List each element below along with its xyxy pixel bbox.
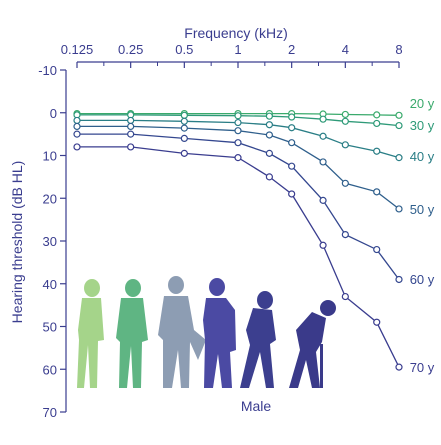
data-point [341, 110, 349, 119]
data-point [395, 121, 403, 130]
data-point [288, 162, 296, 170]
series-line [77, 125, 400, 210]
data-point [127, 130, 135, 138]
data-point [319, 241, 327, 249]
data-point [234, 154, 242, 162]
silhouette-aged-with-cane-icon [289, 300, 336, 388]
data-point [341, 179, 349, 187]
series-layer: 20 y 30 y 40 y 50 y 60 y 70 y [73, 96, 435, 375]
data-point [341, 292, 349, 301]
data-point [341, 230, 349, 239]
y-tick-label: 10 [43, 149, 57, 164]
data-point [319, 132, 327, 140]
data-point [180, 111, 188, 119]
data-point [319, 115, 327, 123]
data-point [265, 131, 273, 139]
y-tick-label: 30 [43, 234, 57, 249]
data-point [127, 143, 135, 151]
x-tick-label: 0.5 [175, 42, 193, 57]
silhouette-adult-icon [116, 279, 148, 388]
data-point [234, 112, 242, 120]
series-label: 20 y [410, 96, 435, 111]
silhouette-middle-age-icon [158, 276, 206, 388]
series-label: 60 y [410, 272, 435, 287]
data-point [180, 124, 188, 132]
series-label: 70 y [410, 360, 435, 375]
y-tick-label: 50 [43, 320, 57, 335]
series-70-y: 70 y [73, 143, 435, 375]
data-point [73, 130, 81, 138]
aging-silhouettes [77, 276, 336, 388]
data-point [288, 113, 296, 121]
data-point [341, 117, 349, 125]
data-point [395, 275, 403, 284]
data-point [265, 173, 273, 181]
x-tick-label: 8 [395, 42, 402, 57]
y-tick-label: 20 [43, 191, 57, 206]
data-point [180, 134, 188, 142]
data-point [373, 119, 381, 128]
data-point [265, 112, 273, 120]
x-tick-label: 4 [342, 42, 349, 57]
series-50-y: 50 y [73, 122, 435, 217]
data-point [234, 118, 242, 127]
silhouette-elderly-icon [240, 291, 276, 388]
y-axis-title: Hearing threshold (dB HL) [9, 161, 25, 324]
data-point [234, 127, 242, 135]
data-point [265, 149, 273, 157]
series-line [77, 119, 400, 159]
series-40-y: 40 y [73, 116, 435, 164]
series-line [77, 146, 400, 368]
x-axis-title: Frequency (kHz) [184, 25, 287, 41]
data-point [288, 124, 296, 132]
silhouette-young-icon [77, 279, 104, 388]
data-point [180, 117, 188, 125]
data-point [395, 111, 403, 119]
y-tick-label: 60 [43, 362, 57, 377]
y-tick-label: 0 [50, 106, 57, 121]
y-tick-label: 70 [43, 405, 57, 420]
data-point [180, 149, 188, 157]
x-tick-label: 2 [288, 42, 295, 57]
data-point [265, 121, 273, 129]
data-point [395, 154, 403, 162]
y-tick-label: 40 [43, 277, 57, 292]
silhouette-senior-icon [203, 278, 236, 388]
data-point [73, 116, 81, 125]
series-line [77, 114, 400, 127]
chart-annotation-male: Male [241, 398, 272, 414]
y-tick-label: -10 [38, 63, 57, 78]
data-point [319, 158, 327, 166]
data-point [341, 141, 349, 149]
x-tick-label: 0.25 [118, 42, 143, 57]
data-point [127, 122, 135, 131]
x-tick-label: 1 [234, 42, 241, 57]
data-point [395, 363, 403, 371]
data-point [288, 190, 296, 198]
series-label: 30 y [410, 118, 435, 133]
series-line [77, 133, 400, 280]
data-point [73, 122, 81, 131]
data-point [73, 143, 81, 151]
data-point [373, 111, 381, 119]
data-point [395, 205, 403, 213]
data-point [234, 139, 242, 147]
series-label: 50 y [410, 202, 435, 217]
data-point [127, 116, 135, 125]
data-point [373, 147, 381, 155]
series-label: 40 y [410, 149, 435, 164]
series-60-y: 60 y [73, 130, 435, 287]
x-tick-label: 0.125 [61, 42, 94, 57]
axes: 0.125 0.25 0.5 1 2 4 8 -10 0 10 20 30 40 50 60 70 [38, 42, 402, 420]
data-point [288, 139, 296, 147]
series-line [77, 112, 400, 116]
data-point [373, 188, 381, 196]
data-point [373, 318, 381, 326]
data-point [373, 245, 381, 254]
data-point [319, 196, 327, 204]
